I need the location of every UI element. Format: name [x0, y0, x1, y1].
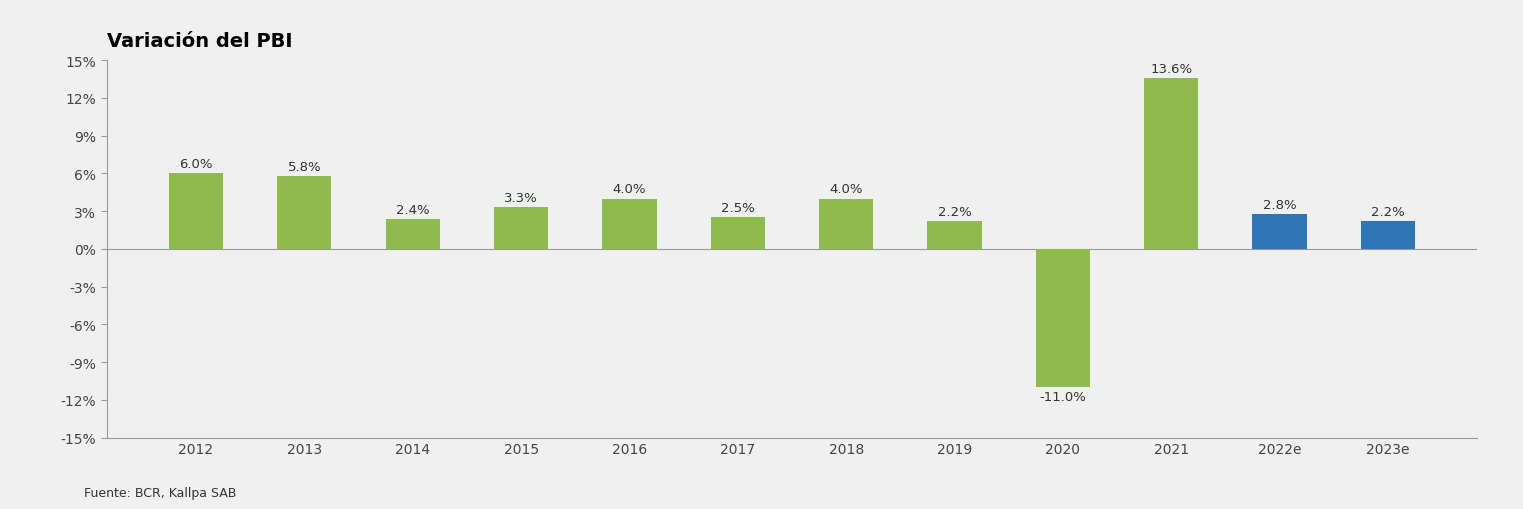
Text: 6.0%: 6.0%: [180, 158, 213, 171]
Text: 2.5%: 2.5%: [720, 202, 755, 215]
Bar: [819, 199, 873, 249]
Bar: [711, 218, 765, 249]
Text: 4.0%: 4.0%: [612, 183, 646, 196]
Text: -11.0%: -11.0%: [1039, 390, 1086, 404]
Bar: [1362, 222, 1415, 249]
Bar: [1144, 79, 1199, 249]
Text: Variación del PBI: Variación del PBI: [107, 32, 292, 51]
Bar: [928, 222, 982, 249]
Text: 4.0%: 4.0%: [830, 183, 864, 196]
Text: Fuente: BCR, Kallpa SAB: Fuente: BCR, Kallpa SAB: [84, 486, 236, 499]
Bar: [277, 177, 332, 249]
Text: 5.8%: 5.8%: [288, 160, 321, 174]
Text: 13.6%: 13.6%: [1150, 63, 1193, 75]
Bar: [1252, 214, 1307, 249]
Bar: [493, 208, 548, 249]
Bar: [1036, 249, 1090, 387]
Text: 2.8%: 2.8%: [1263, 198, 1296, 211]
Bar: [169, 174, 222, 249]
Bar: [385, 219, 440, 249]
Text: 3.3%: 3.3%: [504, 192, 538, 205]
Text: 2.4%: 2.4%: [396, 203, 429, 216]
Text: 2.2%: 2.2%: [938, 206, 972, 219]
Text: 2.2%: 2.2%: [1371, 206, 1404, 219]
Bar: [602, 199, 656, 249]
